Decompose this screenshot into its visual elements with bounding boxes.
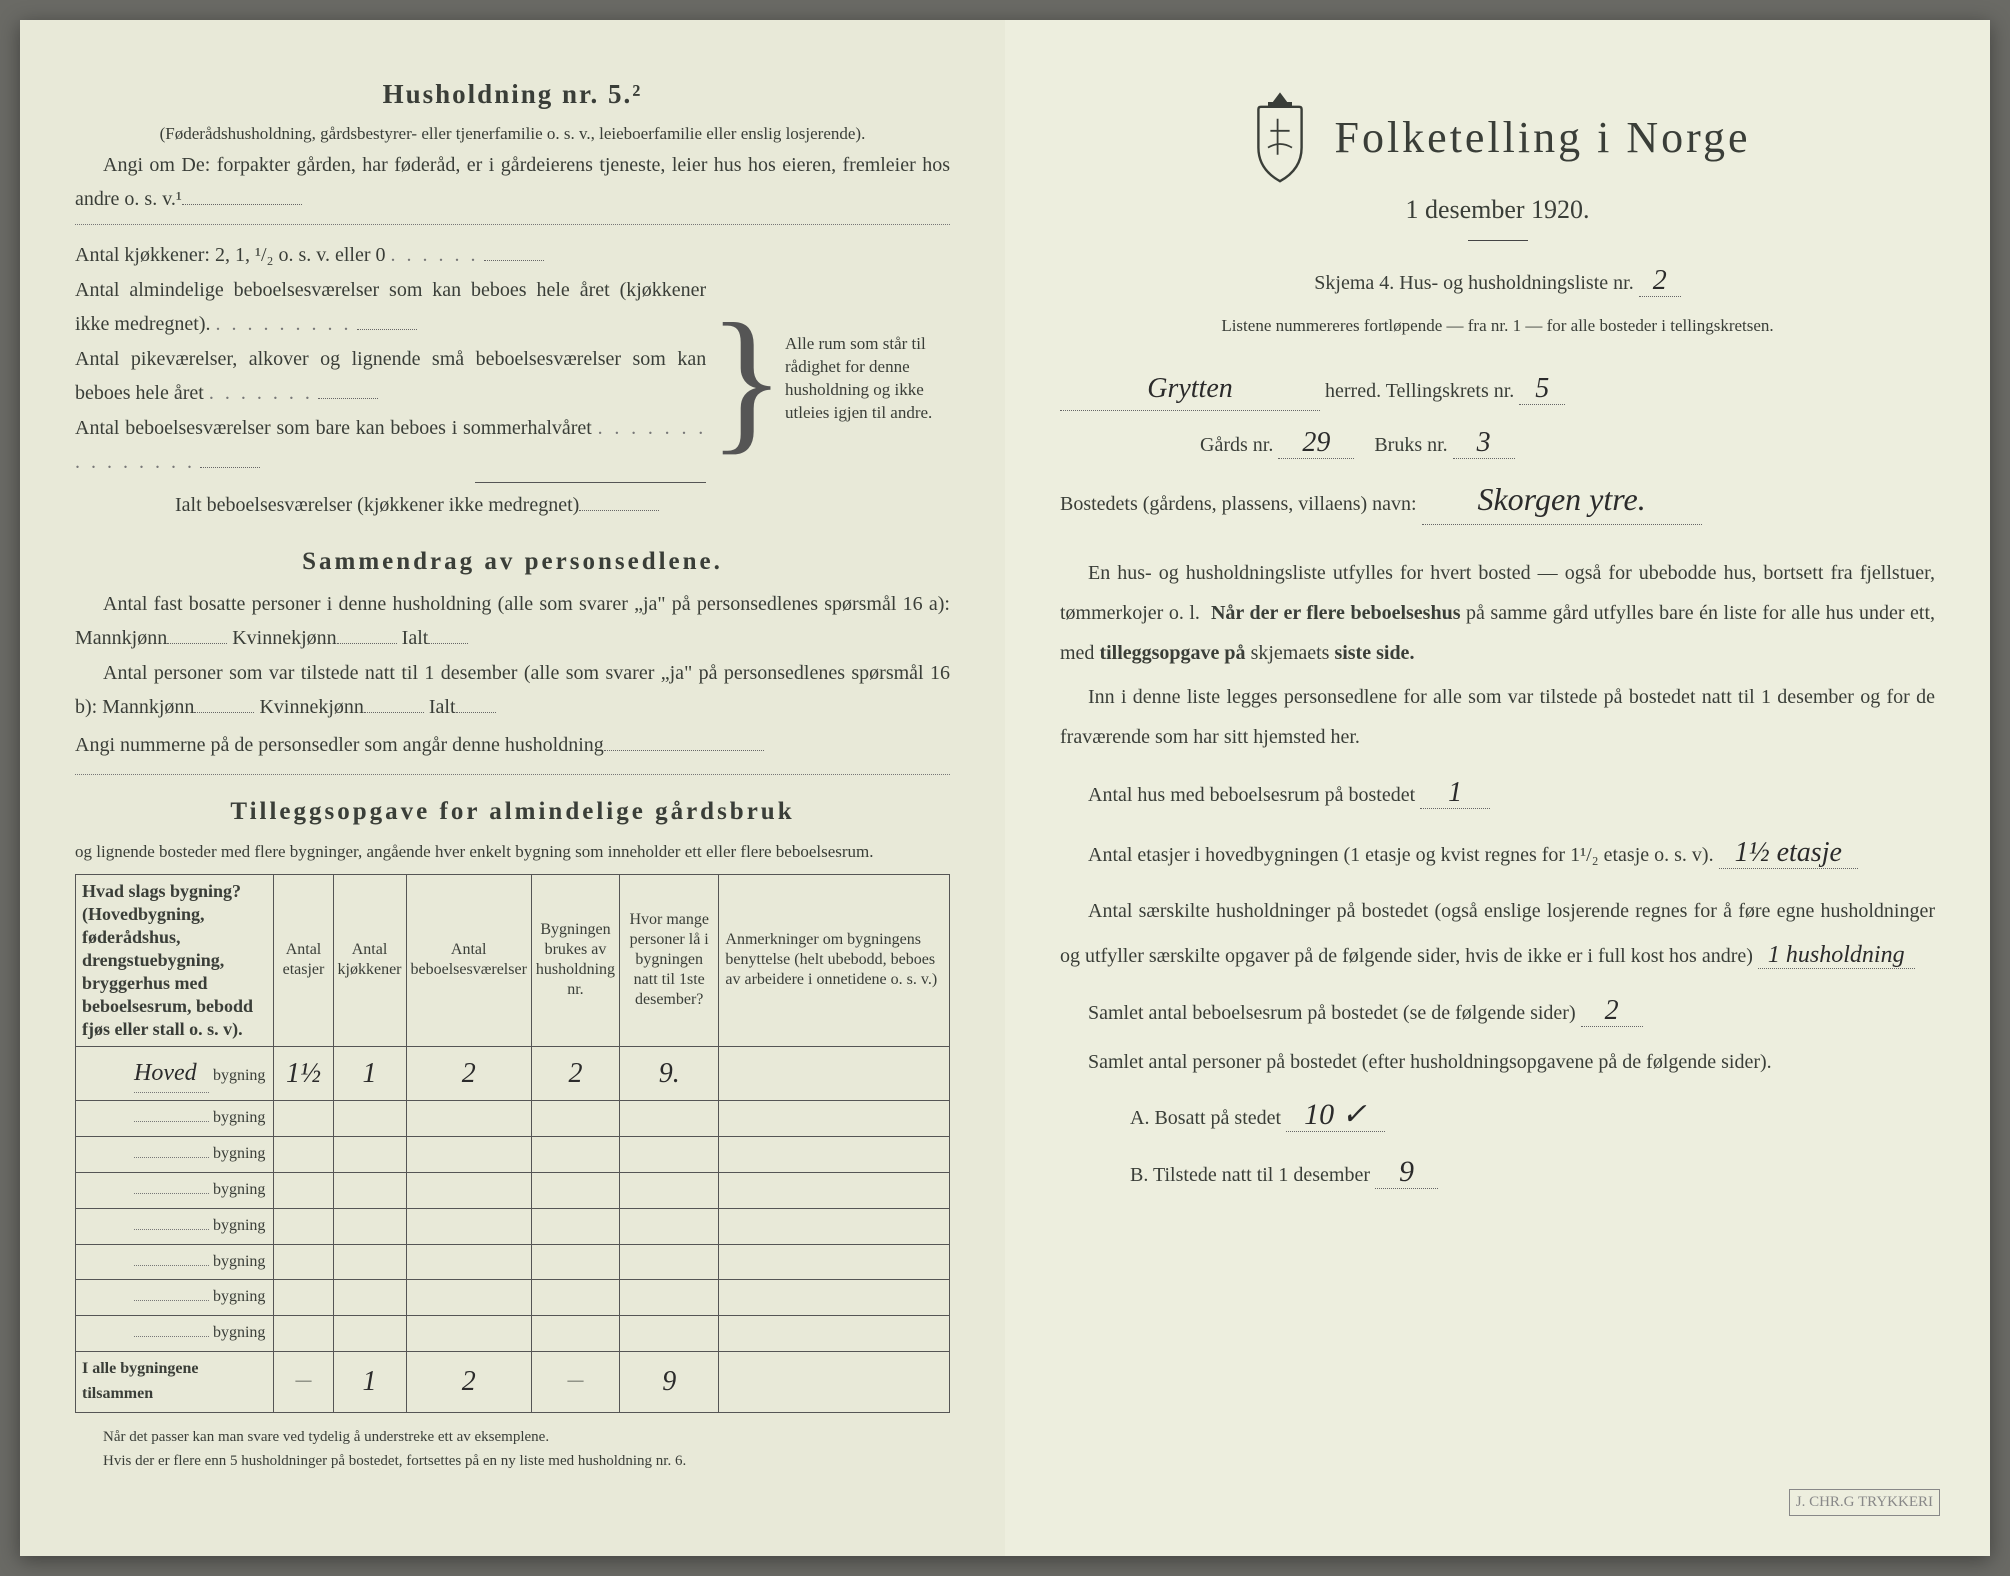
census-date: 1 desember 1920. [1060, 190, 1935, 230]
col-bygning: Hvad slags bygning? (Hovedbygning, føder… [76, 874, 274, 1046]
kjokkener-line: Antal kjøkkener: 2, 1, ¹/₂ o. s. v. elle… [75, 237, 706, 271]
tillegg-heading: Tilleggsopgave for almindelige gårdsbruk [75, 793, 950, 832]
brace-note: Alle rum som står til rådighet for denne… [785, 233, 950, 525]
col-hushold: Bygningen brukes av husholdning nr. [531, 874, 619, 1046]
left-page: Husholdning nr. 5.² (Føderådshusholdning… [20, 20, 1005, 1556]
title-row: Folketelling i Norge [1060, 90, 1935, 186]
ialt-line: Ialt beboelsesværelser (kjøkkener ikke m… [75, 487, 706, 521]
col-etasjer: Antal etasjer [274, 874, 333, 1046]
table-row: bygning [76, 1137, 950, 1173]
dotted-line [75, 219, 950, 225]
brace-block: Antal kjøkkener: 2, 1, ¹/₂ o. s. v. elle… [75, 233, 950, 525]
main-title: Folketelling i Norge [1334, 104, 1750, 172]
fast-line: Antal fast bosatte personer i denne hush… [75, 589, 950, 654]
skjema-line: Skjema 4. Hus- og husholdningsliste nr. … [1060, 259, 1935, 302]
dotted-line-2 [75, 765, 950, 775]
saerskilte-line: Antal særskilte husholdninger på bostede… [1060, 891, 1935, 979]
table-header-row: Hvad slags bygning? (Hovedbygning, føder… [76, 874, 950, 1046]
col-anmerk: Anmerkninger om bygningens benyttelse (h… [719, 874, 950, 1046]
b-line: B. Tilstede natt til 1 desember 9 [1060, 1149, 1935, 1196]
angi-num-line: Angi nummerne på de personsedler som ang… [75, 727, 950, 761]
section-heading: Husholdning nr. 5.² [75, 74, 950, 116]
instructions-1: En hus- og husholdningsliste utfylles fo… [1060, 553, 1935, 673]
tillegg-sub: og lignende bosteder med flere bygninger… [75, 840, 950, 864]
brace-icon: } [708, 294, 785, 464]
footnote-1: Når det passer kan man svare ved tydelig… [75, 1427, 950, 1447]
col-personer: Hvor mange personer lå i bygningen natt … [620, 874, 719, 1046]
samlet-pers-line: Samlet antal personer på bostedet (efter… [1060, 1042, 1935, 1082]
sammendrag-heading: Sammendrag av personsedlene. [75, 543, 950, 582]
right-page: Folketelling i Norge 1 desember 1920. Sk… [1005, 20, 1990, 1556]
antal-hus-line: Antal hus med beboelsesrum på bostedet 1 [1060, 771, 1935, 814]
document-spread: Husholdning nr. 5.² (Føderådshusholdning… [20, 20, 1990, 1556]
table-row: Hoved bygning 1½ 1 2 2 9. [76, 1046, 950, 1100]
vaerelser-line-3: Antal beboelsesværelser som bare kan beb… [75, 413, 706, 478]
table-row: bygning [76, 1316, 950, 1352]
table-row: bygning [76, 1208, 950, 1244]
vaerelser-line-2: Antal pikeværelser, alkover og lignende … [75, 344, 706, 409]
building-table: Hvad slags bygning? (Hovedbygning, føder… [75, 874, 950, 1413]
printer-stamp: J. CHR.G TRYKKERI [1789, 1489, 1940, 1516]
tilstede-line: Antal personer som var tilstede natt til… [75, 658, 950, 723]
table-row: bygning [76, 1101, 950, 1137]
vaerelser-line-1: Antal almindelige beboelsesværelser som … [75, 275, 706, 340]
table-row: bygning [76, 1280, 950, 1316]
col-kjokkener: Antal kjøkkener [333, 874, 406, 1046]
divider [1468, 240, 1528, 241]
crest-icon [1244, 90, 1316, 186]
table-row: bygning [76, 1172, 950, 1208]
subtitle: (Føderådshusholdning, gårdsbestyrer- ell… [75, 122, 950, 146]
a-line: A. Bosatt på stedet 10 ✓ [1060, 1092, 1935, 1139]
angi-text: Angi om De: forpakter gården, har føderå… [75, 150, 950, 215]
table-sum-row: I alle bygningene tilsammen — 1 2 — 9 [76, 1351, 950, 1412]
etasjer-line: Antal etasjer i hovedbygningen (1 etasje… [1060, 825, 1935, 881]
listene-note: Listene nummereres fortløpende — fra nr.… [1060, 313, 1935, 339]
instructions-2: Inn i denne liste legges personsedlene f… [1060, 677, 1935, 757]
bosted-line: Bostedets (gårdens, plassens, villaens) … [1060, 475, 1935, 526]
gards-line: Gårds nr. 29 Bruks nr. 3 [1060, 421, 1935, 464]
herred-line: Grytten herred. Tellingskrets nr. 5 [1060, 367, 1935, 411]
col-vaerelser: Antal beboelsesværelser [406, 874, 531, 1046]
footnote-2: Hvis der er flere enn 5 husholdninger på… [75, 1451, 950, 1471]
samlet-beb-line: Samlet antal beboelsesrum på bostedet (s… [1060, 989, 1935, 1032]
table-row: bygning [76, 1244, 950, 1280]
